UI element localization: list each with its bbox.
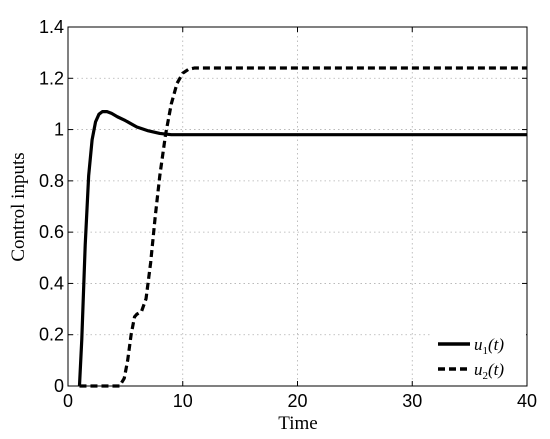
legend-u2-arg: (t): [488, 360, 504, 379]
series-line-u2: [79, 66, 527, 388]
legend-u1-label: u1(t): [474, 335, 504, 357]
x-tick-label: 0: [63, 391, 73, 411]
y-tick-label: 1.4: [39, 17, 64, 37]
x-tick-label: 20: [287, 391, 307, 411]
y-tick-label: 0: [54, 376, 64, 396]
legend-box: [432, 332, 526, 382]
series-line-u1: [77, 110, 527, 387]
y-tick-label: 1: [54, 120, 64, 140]
legend-u2-label: u2(t): [474, 360, 504, 382]
y-tick-label: 0.8: [39, 171, 64, 191]
y-axis-label: Control inputs: [8, 152, 29, 261]
x-tick-label: 30: [402, 391, 422, 411]
x-tick-label: 40: [517, 391, 537, 411]
y-tick-label: 0.4: [39, 273, 64, 293]
legend-u1-arg: (t): [488, 335, 504, 354]
legend-u2-base: u: [474, 360, 483, 379]
legend-u2-sub: 2: [483, 370, 489, 382]
legend-u1-base: u: [474, 335, 483, 354]
legend-u1-sub: 1: [483, 345, 489, 357]
axis-ticks: 0 10 20 30 40 0 0.2 0.4 0.6 0.8 1 1.2 1.4: [39, 17, 537, 411]
x-axis-label: Time: [278, 413, 317, 434]
y-tick-label: 0.6: [39, 222, 64, 242]
y-tick-label: 0.2: [39, 325, 64, 345]
x-tick-label: 10: [173, 391, 193, 411]
y-tick-label: 1.2: [39, 68, 64, 88]
legend: u1(t) u2(t): [432, 332, 526, 382]
series-layer: [77, 66, 527, 388]
